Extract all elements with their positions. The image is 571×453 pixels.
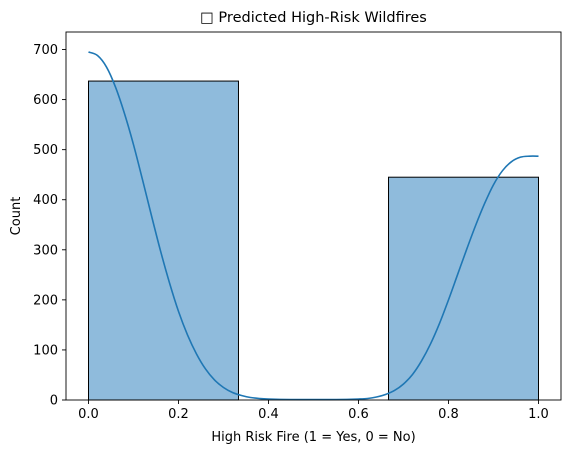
chart-title: □ Predicted High-Risk Wildfires (200, 10, 427, 26)
x-tick-label: 0.4 (258, 407, 279, 422)
histogram-bar-2 (388, 176, 540, 401)
y-tick-label: 300 (33, 243, 58, 258)
kde-curve-group (88, 51, 539, 401)
histogram-bar-0 (88, 80, 239, 401)
y-axis-label: Count (9, 197, 24, 236)
x-axis-label: High Risk Fire (1 = Yes, 0 = No) (211, 430, 415, 445)
axes-frame (65, 31, 562, 401)
bars-group (88, 80, 540, 401)
x-tick-label: 0.0 (78, 407, 99, 422)
y-tick-label: 500 (33, 143, 58, 158)
y-tick-label: 100 (33, 343, 58, 358)
x-tick-label: 0.6 (348, 407, 369, 422)
y-tick-label: 200 (33, 293, 58, 308)
y-tick-label: 700 (33, 43, 58, 58)
x-tick-label: 0.8 (438, 407, 459, 422)
kde-line (88, 51, 539, 401)
x-tick-label: 0.2 (168, 407, 189, 422)
x-tick-label: 1.0 (528, 407, 549, 422)
plot-border (65, 31, 562, 401)
y-tick-label: 0 (50, 394, 58, 409)
y-tick-label: 600 (33, 93, 58, 108)
y-axis-ticks: 0 100 200 300 400 500 600 700 (33, 43, 66, 409)
x-axis-ticks: 0.0 0.2 0.4 0.6 0.8 1.0 (78, 400, 549, 422)
y-tick-label: 400 (33, 193, 58, 208)
